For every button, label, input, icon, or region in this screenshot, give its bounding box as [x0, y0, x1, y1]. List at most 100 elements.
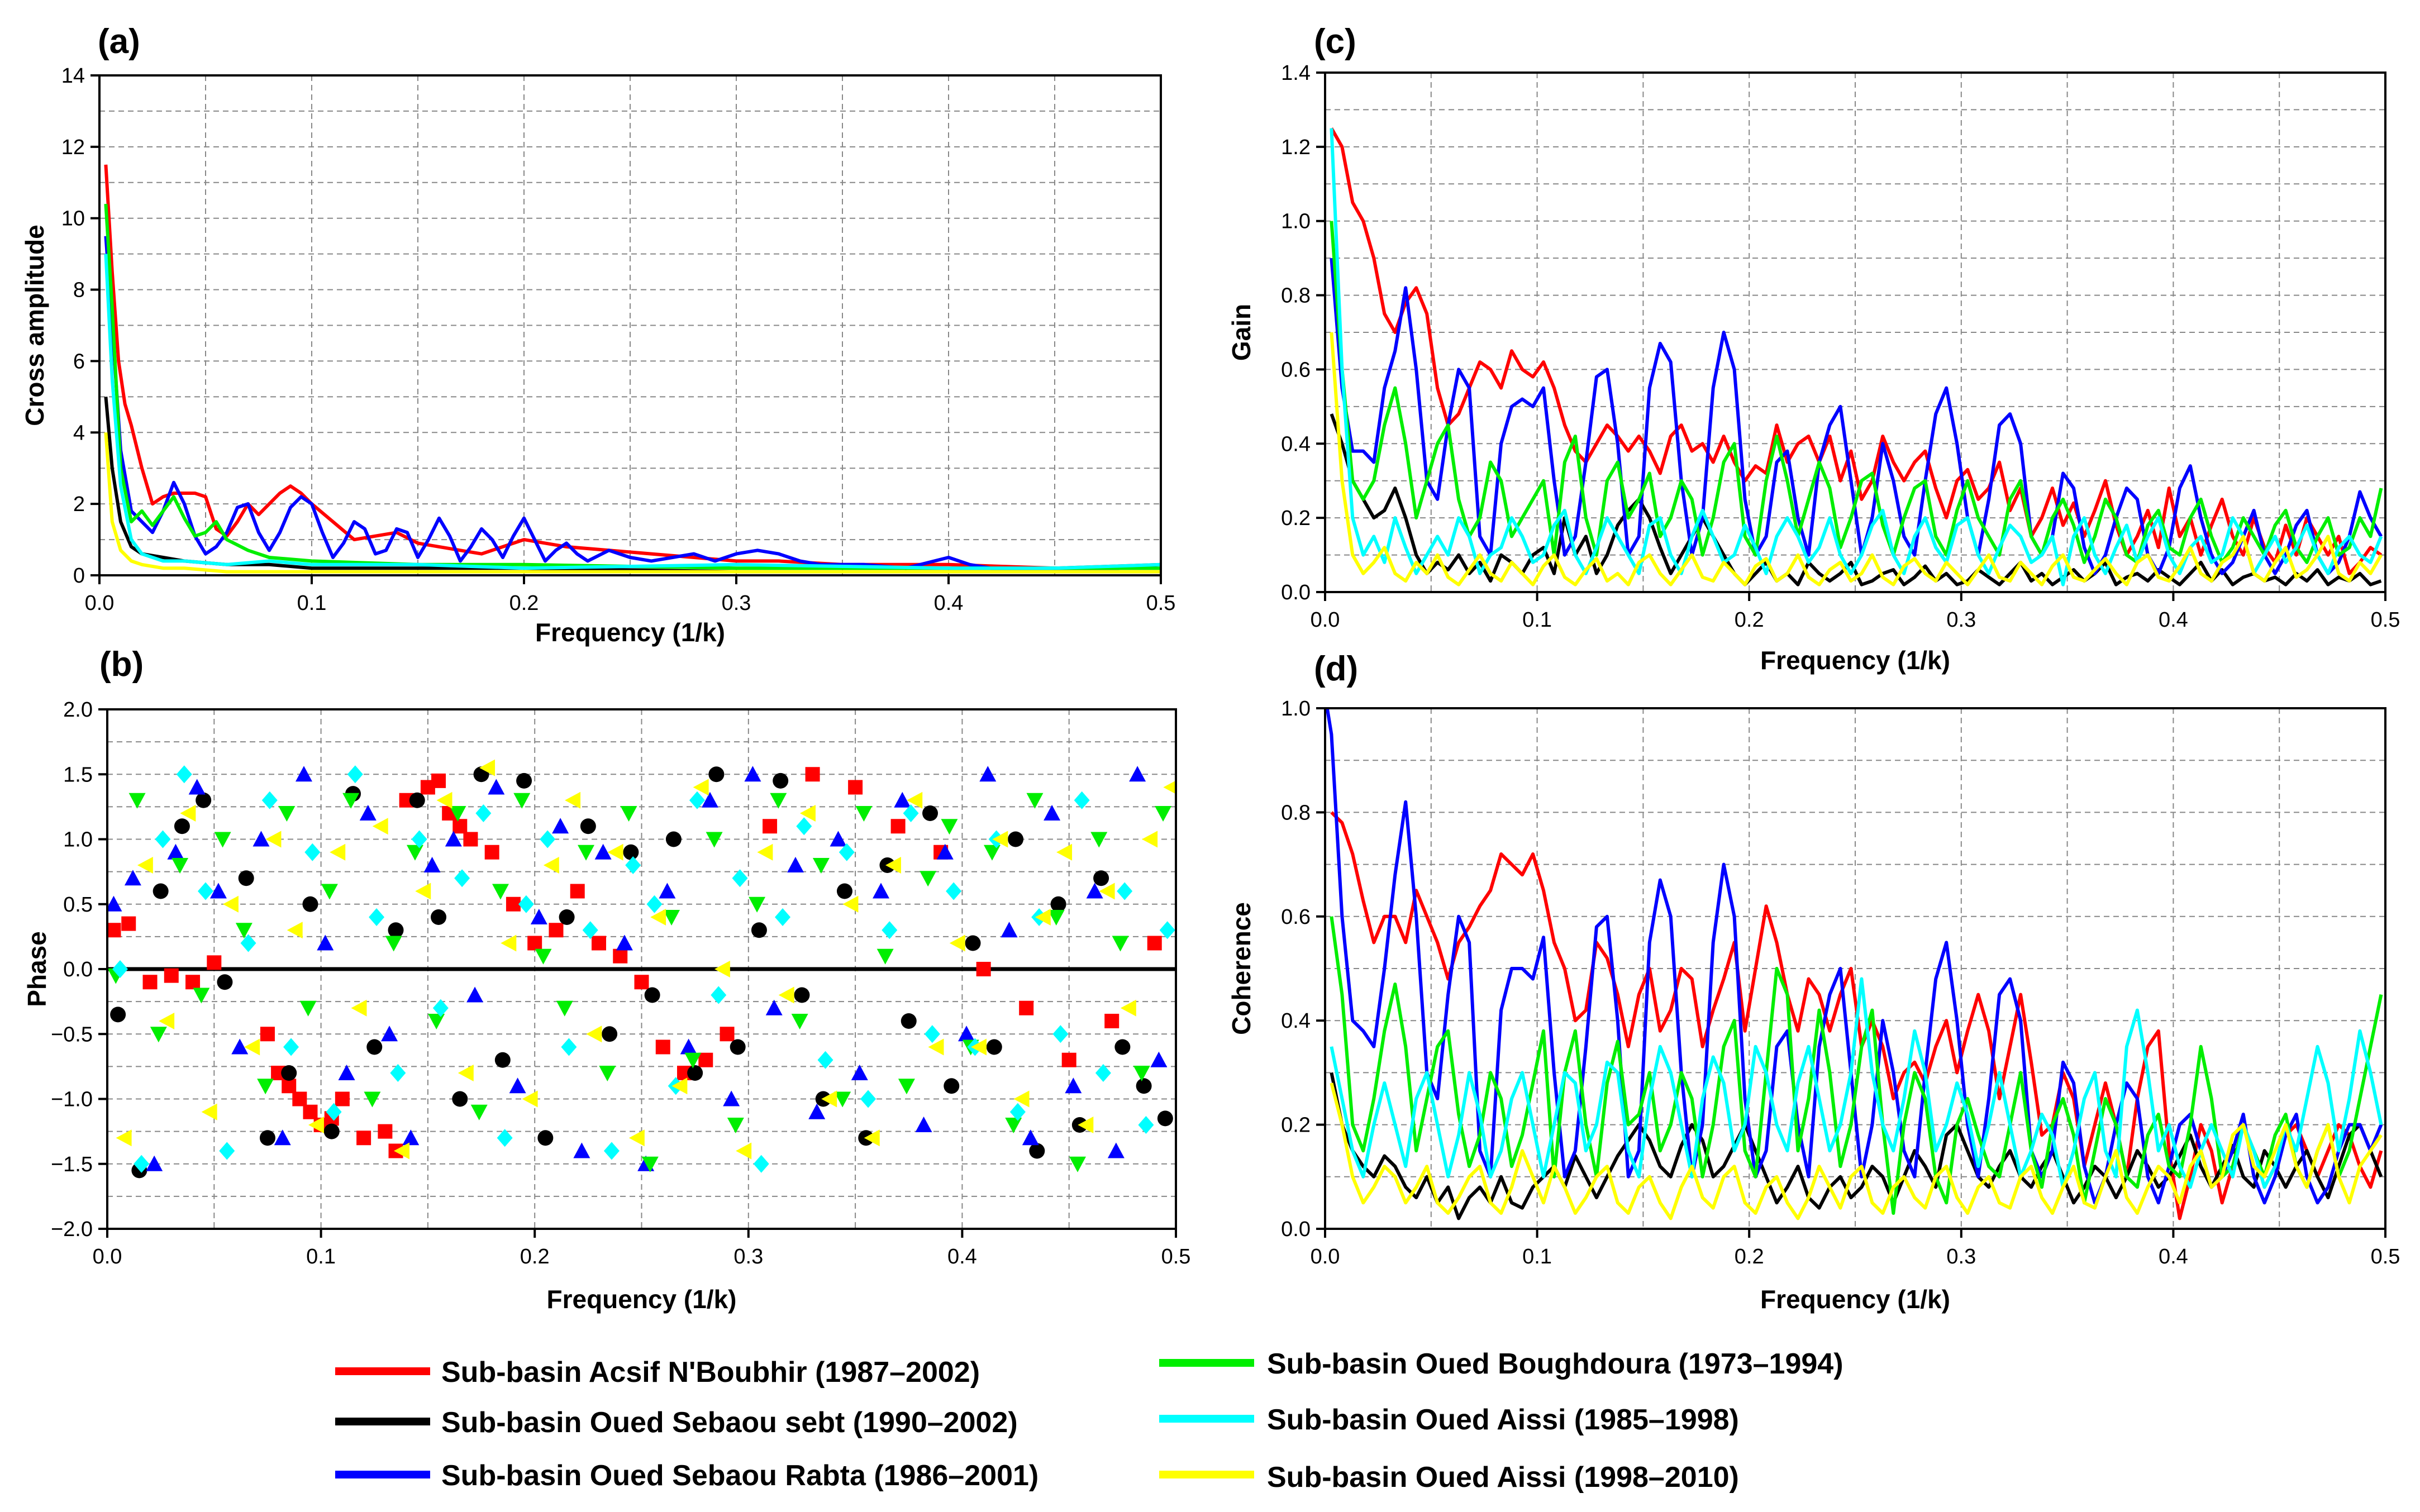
phase-series-2-point	[188, 779, 206, 795]
phase-series-5-point	[1142, 831, 1158, 848]
phase-series-4-point	[347, 765, 363, 784]
phase-series-1-point	[388, 922, 404, 938]
phase-series-2-point	[744, 766, 761, 782]
phase-series-5-point	[201, 1103, 217, 1120]
phase-series-2-point	[1001, 922, 1018, 938]
phase-x-tick-label: 0.2	[520, 1245, 550, 1268]
phase-series-4-point	[946, 882, 962, 900]
phase-series-2-point	[423, 857, 441, 872]
phase-series-3-point	[812, 858, 830, 874]
gain-series-1-line	[1330, 413, 2382, 586]
gain-series-3-line	[1330, 221, 2383, 564]
gain-y-tick-label: 0.2	[1281, 507, 1311, 530]
gain-panel-label: (c)	[1314, 22, 1356, 61]
phase-series-5-point	[308, 1117, 324, 1133]
phase-series-0-point	[1061, 1052, 1076, 1067]
phase-series-3-point	[578, 845, 595, 861]
phase-series-0-point	[185, 975, 201, 990]
legend-label-3: Sub-basin Oued Boughdoura (1973–1994)	[1267, 1348, 1843, 1380]
phase-series-5-point	[287, 922, 303, 939]
phase-series-1-point	[302, 896, 318, 912]
phase-series-5-point	[842, 895, 859, 913]
phase-series-4-point	[903, 804, 919, 822]
phase-series-3-point	[1090, 832, 1108, 848]
phase-series-2-point	[936, 843, 954, 860]
phase-series-0-point	[335, 1091, 350, 1106]
phase-x-tick-label: 0.1	[306, 1245, 336, 1268]
phase-y-tick-label: 1.0	[63, 828, 93, 852]
phase-series-2-point	[402, 1129, 420, 1146]
phase-series-3-point	[620, 806, 637, 822]
cross-amplitude-x-tick-label: 0.3	[722, 592, 751, 615]
phase-series-4-point	[497, 1129, 513, 1147]
phase-series-3-point	[172, 858, 189, 874]
cross-amplitude-y-tick-label: 4	[73, 421, 85, 445]
coherence-series-2-line	[1325, 708, 2383, 1205]
phase-series-2-point	[594, 843, 612, 860]
phase-series-4-point	[625, 856, 641, 874]
gain-x-tick-label: 0.1	[1522, 608, 1552, 632]
phase-series-4-point	[240, 934, 256, 952]
phase-series-5-point	[693, 779, 709, 796]
phase-x-tick-label: 0.0	[93, 1245, 122, 1268]
phase-series-2-point	[1044, 805, 1061, 821]
phase-series-2-point	[808, 1103, 826, 1119]
phase-series-2-point	[338, 1065, 355, 1080]
coherence-x-tick-label: 0.1	[1522, 1245, 1552, 1268]
phase-series-3-point	[321, 884, 338, 900]
gain-plot-frame	[1324, 71, 2386, 593]
phase-series-4-point	[411, 830, 427, 848]
phase-series-3-point	[876, 948, 894, 965]
phase-series-4-point	[646, 895, 663, 913]
chart-coherence: (d) 0.0 0.1 0.2 0.3 0.4 0.5 0.0 0.2 0.4 0.6 0.8 1.0 F…	[1227, 650, 2400, 1314]
phase-series-1-point	[644, 987, 660, 1003]
phase-x-tick-label: 0.5	[1161, 1245, 1191, 1268]
phase-series-0-point	[655, 1039, 670, 1055]
phase-series-2-point	[680, 1038, 697, 1055]
phase-series-3-point	[920, 871, 937, 887]
phase-series-3-point	[727, 1118, 744, 1133]
phase-series-1-point	[901, 1013, 917, 1029]
phase-series-5-point	[372, 818, 388, 835]
phase-series-0-point	[356, 1131, 371, 1146]
phase-series-5-point	[1035, 909, 1051, 926]
phase-series-1-point	[922, 805, 939, 821]
phase-series-3-point	[1047, 910, 1065, 926]
phase-y-tick-label: 1.5	[63, 763, 93, 786]
phase-series-3-point	[770, 793, 787, 809]
cross-amplitude-y-tick-label: 0	[73, 564, 85, 588]
legend: Sub-basin Acsif N'Boubhir (1987–2002) Su…	[335, 1348, 1843, 1494]
gain-series-2-line	[1330, 257, 2383, 575]
phase-series-3-point	[299, 1000, 317, 1017]
phase-series-5-point	[949, 934, 965, 952]
coherence-x-axis-label: Frequency (1/k)	[1760, 1285, 1950, 1314]
gain-y-tick-label: 0.4	[1281, 432, 1311, 456]
phase-series-5-point	[436, 791, 452, 809]
cross-amplitude-y-tick-label: 8	[73, 279, 85, 302]
phase-series-4-point	[155, 830, 171, 848]
phase-series-0-point	[890, 819, 906, 834]
phase-series-3-point	[941, 819, 958, 835]
phase-series-4-point	[796, 817, 812, 836]
chart-gain: (c) 0.0 0.1 0.2 0.3 0.4 0.5 0.0 0.2 0.4 0.6 0.8 1.0 1…	[1227, 22, 2400, 675]
cross-amplitude-x-tick-label: 0.4	[934, 592, 964, 615]
phase-series-3-point	[428, 1014, 445, 1029]
phase-series-4-point	[924, 1025, 940, 1043]
phase-series-5-point	[971, 1038, 987, 1056]
phase-series-1-point	[730, 1039, 746, 1055]
coherence-series-5-line	[1330, 1082, 2383, 1220]
phase-series-0-point	[463, 832, 478, 847]
phase-series-4-point	[1009, 1103, 1026, 1121]
phase-series-4-point	[711, 986, 727, 1004]
phase-series-1-point	[1050, 896, 1066, 912]
phase-series-1-point	[1136, 1078, 1152, 1094]
coherence-series-1-line	[1330, 1072, 2383, 1220]
phase-series-4-point	[475, 804, 492, 822]
phase-series-3-point	[1005, 1118, 1022, 1133]
phase-series-5-point	[543, 857, 559, 874]
phase-series-0-point	[431, 773, 446, 788]
phase-series-0-point	[506, 896, 521, 912]
phase-series-5-point	[736, 1142, 752, 1160]
phase-series-3-point	[128, 793, 146, 809]
phase-series-3-point	[535, 948, 552, 965]
